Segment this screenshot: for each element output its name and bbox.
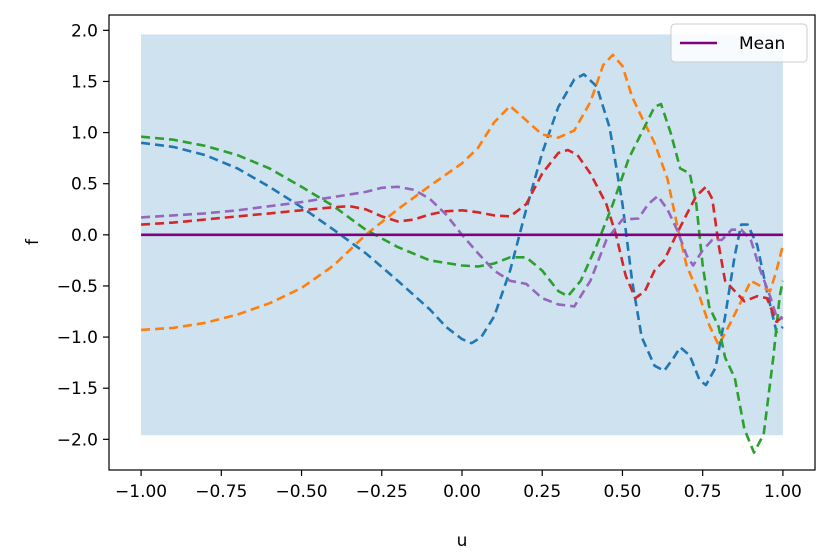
y-tick-label: −1.5: [57, 379, 98, 399]
x-tick-label: −1.00: [115, 482, 167, 502]
sample-line-2: [141, 53, 785, 347]
y-tick-label: −2.0: [57, 430, 98, 450]
legend-label-mean: Mean: [739, 34, 785, 54]
sample-line-1: [140, 73, 784, 387]
x-tick-label: −0.75: [195, 482, 247, 502]
x-tick-label: 0.00: [443, 482, 481, 502]
y-tick-label: 2.0: [71, 21, 98, 41]
x-tick-label: 0.50: [604, 482, 642, 502]
sample-line-3: [140, 102, 785, 454]
y-tick-label: 0.0: [71, 226, 98, 246]
legend-box: [670, 23, 808, 63]
x-axis-label: u: [457, 531, 468, 551]
sample-line-5: [141, 185, 784, 320]
axes: −1.00 −0.75 −0.50 −0.25 0.00 0.25 0.50 0.75 1.00…: [57, 21, 802, 502]
sample-line-4: [141, 148, 784, 323]
y-tick-label: 1.5: [71, 72, 98, 92]
x-tick-label: 1.00: [764, 482, 802, 502]
y-axis-label: f: [23, 238, 43, 245]
y-tick-label: 1.0: [71, 124, 98, 144]
legend: Mean: [670, 23, 808, 63]
plot-area: [140, 34, 785, 454]
x-tick-label: 0.25: [523, 482, 561, 502]
y-tick-label: 0.5: [71, 175, 98, 195]
y-tick-label: −0.5: [57, 277, 98, 297]
x-tick-label: 0.75: [684, 482, 722, 502]
x-tick-label: −0.25: [356, 482, 408, 502]
x-tick-label: −0.50: [275, 482, 327, 502]
y-tick-label: −1.0: [57, 328, 98, 348]
